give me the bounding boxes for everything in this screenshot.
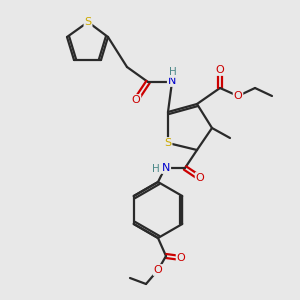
- Text: H: H: [169, 67, 177, 77]
- Text: N: N: [162, 163, 170, 173]
- Text: O: O: [216, 65, 224, 75]
- Text: O: O: [234, 91, 242, 101]
- Text: O: O: [154, 265, 162, 275]
- Text: S: S: [84, 17, 92, 27]
- Text: N: N: [168, 76, 176, 86]
- Text: S: S: [164, 138, 172, 148]
- Text: O: O: [177, 253, 185, 263]
- Text: O: O: [196, 173, 204, 183]
- Text: H: H: [152, 164, 160, 174]
- Text: O: O: [132, 95, 140, 105]
